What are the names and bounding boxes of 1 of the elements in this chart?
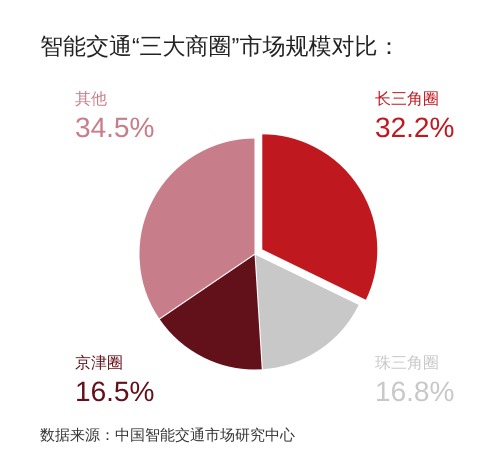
title: 智能交通“三大商圈”市场规模对比： [40,33,400,59]
